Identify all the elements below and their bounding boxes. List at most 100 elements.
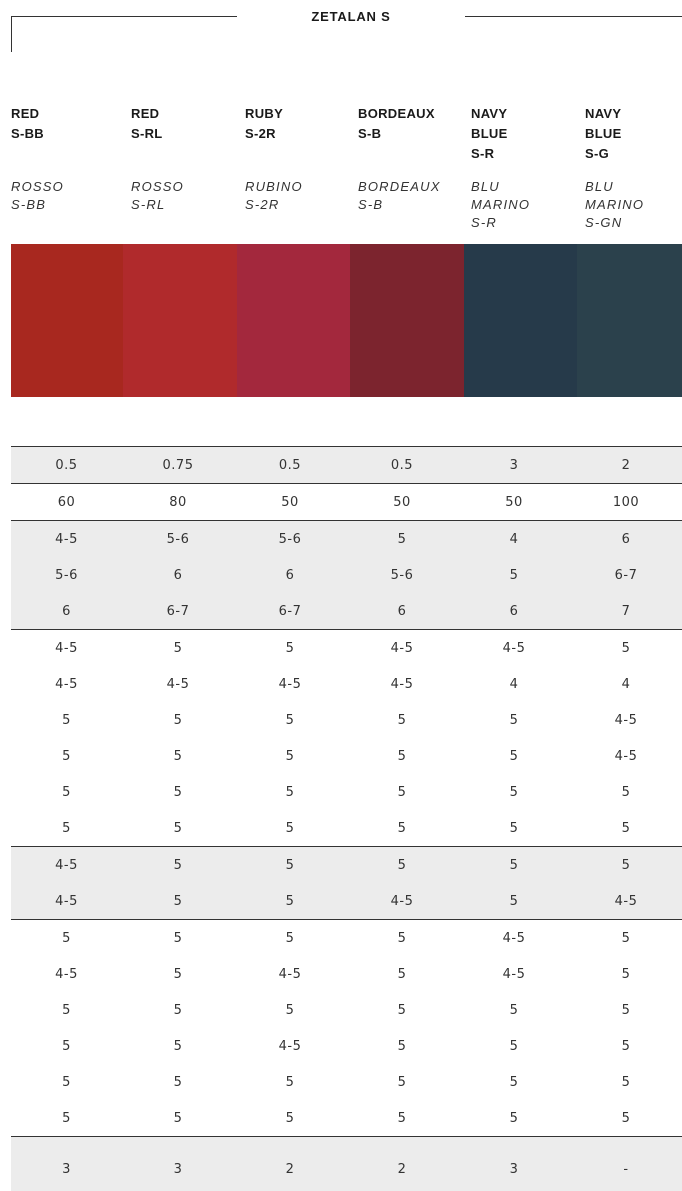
table-cell: -: [623, 1161, 629, 1177]
table-cell: 6: [621, 531, 631, 547]
table-cell: 5-6: [390, 567, 414, 583]
table-cell: 5: [285, 712, 295, 728]
table-cell: 6-7: [614, 567, 638, 583]
table-row: 5 5 5 5 5 5: [11, 774, 682, 810]
table-cell: 5: [285, 857, 295, 873]
table-cell: 5: [621, 1038, 631, 1054]
italian-name-line: S-RL: [131, 197, 166, 212]
italian-name: BLU MARINO S-GN: [585, 178, 644, 232]
table-row: 5 5 5 5 4-5 5: [11, 920, 682, 956]
column-heading: RUBY S-2R RUBINO S-2R: [245, 104, 358, 212]
table-cell: 5: [173, 1074, 183, 1090]
table-row: 4-5 5 5 5 5 5: [11, 847, 682, 883]
table-row: 5 5 5 5 5 5: [11, 1100, 682, 1136]
table-row: 4-5 5 4-5 5 4-5 5: [11, 956, 682, 992]
table-cell: 4-5: [390, 640, 414, 656]
table-cell: 6: [285, 567, 295, 583]
english-name-line: BLUE: [585, 126, 622, 141]
italian-name-line: S-R: [471, 215, 497, 230]
table-cell: 5: [285, 930, 295, 946]
table-cell: 5: [285, 893, 295, 909]
table-cell: 5: [509, 1074, 519, 1090]
table-cell: 5: [173, 748, 183, 764]
table-cell: 5: [509, 857, 519, 873]
english-name-line: BLUE: [471, 126, 508, 141]
column-heading: NAVY BLUE S-R BLU MARINO S-R: [471, 104, 584, 230]
table-cell: 5: [621, 857, 631, 873]
table-cell: 5: [509, 893, 519, 909]
italian-name: BLU MARINO S-R: [471, 178, 530, 232]
table-cell: 5: [173, 1038, 183, 1054]
english-name: BORDEAUX S-B: [358, 104, 471, 144]
table-cell: 4: [509, 531, 519, 547]
english-name-line: S-BB: [11, 126, 44, 141]
table-cell: 5-6: [166, 531, 190, 547]
table-cell: 6: [173, 567, 183, 583]
color-swatch: [350, 244, 464, 397]
table-cell: 5: [509, 712, 519, 728]
column-heading: NAVY BLUE S-G BLU MARINO S-GN: [585, 104, 682, 230]
table-cell: 4-5: [55, 893, 78, 909]
table-cell: 5: [509, 820, 519, 836]
table-cell: 5: [173, 640, 183, 656]
table-cell: 3: [509, 1161, 519, 1177]
table-row: 5 5 5 5 5 4-5: [11, 738, 682, 774]
table-row: 4-5 5 5 4-5 5 4-5: [11, 883, 682, 919]
table-cell: 5: [285, 748, 295, 764]
table-cell: 5: [62, 1038, 71, 1054]
table-cell: 5: [62, 1002, 71, 1018]
table-cell: 5: [397, 820, 407, 836]
fastness-table: 0.5 0.75 0.5 0.5 3 2 60 80 50 50 50 100 4-5 5-6 5-6 5 4 6…: [11, 446, 682, 1191]
table-cell: 5: [397, 1002, 407, 1018]
italian-name-line: ROSSO: [11, 179, 64, 194]
table-cell: 0.5: [278, 457, 302, 473]
table-cell: 2: [285, 1161, 295, 1177]
color-swatch: [123, 244, 237, 397]
table-cell: 5: [173, 1002, 183, 1018]
table-cell: 5: [173, 930, 183, 946]
table-group: 3 3 2 2 3 -: [11, 1136, 682, 1191]
header-frame-left: [11, 16, 237, 52]
english-name: NAVY BLUE S-R: [471, 104, 584, 164]
table-cell: 6: [509, 603, 519, 619]
table-cell: 4-5: [614, 893, 638, 909]
table-cell: 5: [285, 1074, 295, 1090]
table-cell: 5: [397, 531, 407, 547]
italian-name: BORDEAUX S-B: [358, 178, 441, 214]
table-row: 5 5 5 5 5 5: [11, 1064, 682, 1100]
english-name-line: NAVY: [585, 106, 622, 121]
table-cell: 5: [621, 1074, 631, 1090]
table-row: 5 5 5 5 5 5: [11, 810, 682, 846]
table-cell: 5: [62, 1074, 71, 1090]
color-swatch: [237, 244, 350, 397]
table-cell: 5: [509, 1038, 519, 1054]
table-row: 5 5 5 5 5 5: [11, 992, 682, 1028]
english-name-line: S-2R: [245, 126, 276, 141]
table-cell: 0.5: [390, 457, 414, 473]
table-cell: 2: [621, 457, 631, 473]
table-cell: 5: [62, 930, 71, 946]
table-cell: 5: [62, 820, 71, 836]
english-name: RED S-RL: [131, 104, 244, 144]
table-cell: 5: [509, 1002, 519, 1018]
table-cell: 5: [509, 1110, 519, 1126]
table-row: 5-6 6 6 5-6 5 6-7: [11, 557, 682, 593]
table-cell: 3: [173, 1161, 183, 1177]
color-swatches: [11, 244, 682, 397]
table-group: 5 5 5 5 4-5 5 4-5 5 4-5 5 4-5 5 5 5 5 5 5 5 5 5 4-5 5 5 5 5 5 5 5 5 5…: [11, 919, 682, 1136]
table-row: 5 5 4-5 5 5 5: [11, 1028, 682, 1064]
table-cell: 4-5: [390, 893, 414, 909]
document-title: ZETALAN S: [311, 9, 391, 24]
english-name-line: S-R: [471, 146, 495, 161]
english-name-line: RED: [11, 106, 40, 121]
english-name-line: RUBY: [245, 106, 284, 121]
table-cell: 4-5: [55, 857, 78, 873]
table-cell: 5: [173, 712, 183, 728]
english-name-line: S-B: [358, 126, 382, 141]
table-row: 6 6-7 6-7 6 6 7: [11, 593, 682, 629]
table-cell: 5-6: [278, 531, 302, 547]
table-cell: 5: [62, 748, 71, 764]
table-cell: 5: [509, 784, 519, 800]
table-cell: 6: [62, 603, 71, 619]
table-cell: 5: [621, 820, 631, 836]
